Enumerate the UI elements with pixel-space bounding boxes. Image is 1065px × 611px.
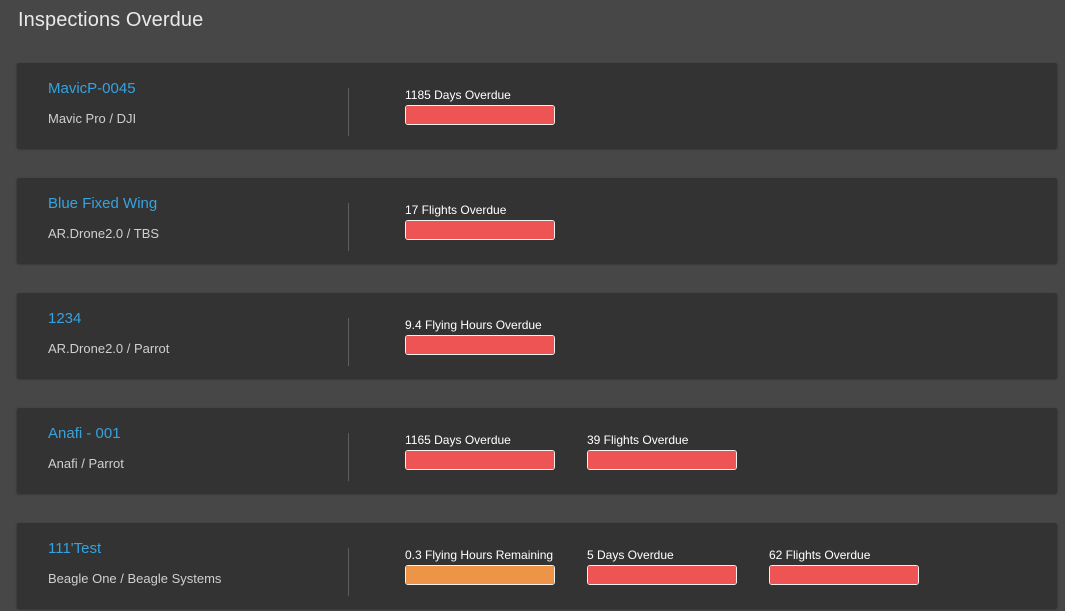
inspection-status: 1165 Days Overdue — [405, 432, 565, 470]
inspection-status: 39 Flights Overdue — [587, 432, 747, 470]
aircraft-card: MavicP-0045 Mavic Pro / DJI 1185 Days Over… — [17, 63, 1057, 148]
inspection-status: 62 Flights Overdue — [769, 547, 929, 585]
status-progress-bar — [405, 105, 555, 125]
status-progress-bar — [769, 565, 919, 585]
divider — [348, 88, 349, 136]
status-progress-bar — [405, 220, 555, 240]
status-progress-bar — [587, 450, 737, 470]
aircraft-card: 111'Test Beagle One / Beagle Systems 0.3 F… — [17, 523, 1057, 608]
status-label: 9.4 Flying Hours Overdue — [405, 318, 542, 332]
status-progress-fill — [406, 106, 554, 124]
status-progress-fill — [588, 566, 736, 584]
status-progress-fill — [770, 566, 918, 584]
divider — [348, 318, 349, 366]
aircraft-name-link[interactable]: Blue Fixed Wing — [48, 195, 158, 212]
aircraft-name-link[interactable]: Anafi - 001 — [48, 425, 121, 442]
aircraft-model: Anafi / Parrot — [48, 456, 124, 471]
divider — [348, 548, 349, 596]
inspection-status: 5 Days Overdue — [587, 547, 747, 585]
inspection-status: 9.4 Flying Hours Overdue — [405, 317, 565, 355]
aircraft-model: Beagle One / Beagle Systems — [48, 571, 222, 586]
aircraft-card: Blue Fixed Wing AR.Drone2.0 / TBS 17 Fligh… — [17, 178, 1057, 263]
status-progress-bar — [405, 450, 555, 470]
status-progress-bar — [405, 335, 555, 355]
status-progress-fill — [406, 451, 554, 469]
status-progress-bar — [405, 565, 555, 585]
status-progress-fill — [406, 566, 554, 584]
status-label: 39 Flights Overdue — [587, 433, 689, 447]
status-label: 0.3 Flying Hours Remaining — [405, 548, 554, 562]
inspection-status: 1185 Days Overdue — [405, 87, 565, 125]
aircraft-model: AR.Drone2.0 / TBS — [48, 226, 160, 241]
status-label: 62 Flights Overdue — [769, 548, 871, 562]
page-title: Inspections Overdue — [18, 9, 204, 31]
inspection-status: 0.3 Flying Hours Remaining — [405, 547, 565, 585]
status-progress-fill — [406, 221, 554, 239]
aircraft-name-link[interactable]: 1234 — [48, 310, 82, 327]
status-label: 1165 Days Overdue — [405, 433, 511, 447]
divider — [348, 203, 349, 251]
aircraft-name-link[interactable]: 111'Test — [48, 540, 102, 557]
status-progress-bar — [587, 565, 737, 585]
inspection-status: 17 Flights Overdue — [405, 202, 565, 240]
status-progress-fill — [406, 336, 554, 354]
divider — [348, 433, 349, 481]
status-label: 1185 Days Overdue — [405, 88, 511, 102]
aircraft-name-link[interactable]: MavicP-0045 — [48, 80, 136, 97]
aircraft-model: Mavic Pro / DJI — [48, 111, 137, 126]
status-label: 17 Flights Overdue — [405, 203, 507, 217]
aircraft-card: 1234 AR.Drone2.0 / Parrot 9.4 Flying Hours… — [17, 293, 1057, 378]
aircraft-model: AR.Drone2.0 / Parrot — [48, 341, 170, 356]
status-label: 5 Days Overdue — [587, 548, 674, 562]
status-progress-fill — [588, 451, 736, 469]
aircraft-card: Anafi - 001 Anafi / Parrot 1165 Days Overd… — [17, 408, 1057, 493]
